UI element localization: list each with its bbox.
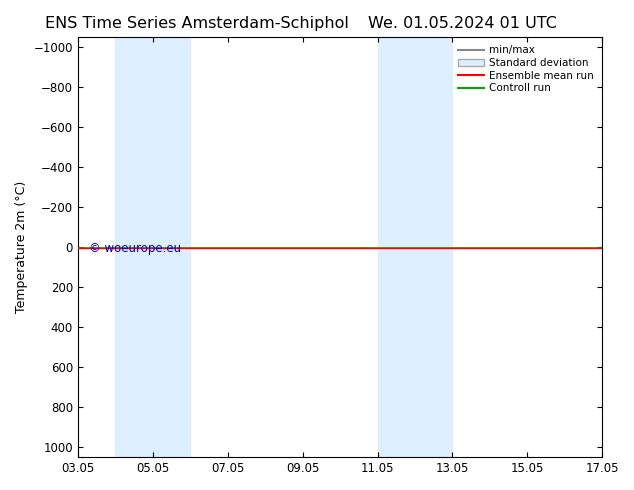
Text: © woeurope.eu: © woeurope.eu [89, 242, 181, 255]
Text: We. 01.05.2024 01 UTC: We. 01.05.2024 01 UTC [368, 16, 557, 31]
Bar [377, 37, 453, 457]
Bar [115, 37, 190, 457]
Y-axis label: Temperature 2m (°C): Temperature 2m (°C) [15, 181, 28, 313]
Legend: min/max, Standard deviation, Ensemble mean run, Controll run: min/max, Standard deviation, Ensemble me… [455, 42, 597, 97]
Text: ENS Time Series Amsterdam-Schiphol: ENS Time Series Amsterdam-Schiphol [44, 16, 349, 31]
